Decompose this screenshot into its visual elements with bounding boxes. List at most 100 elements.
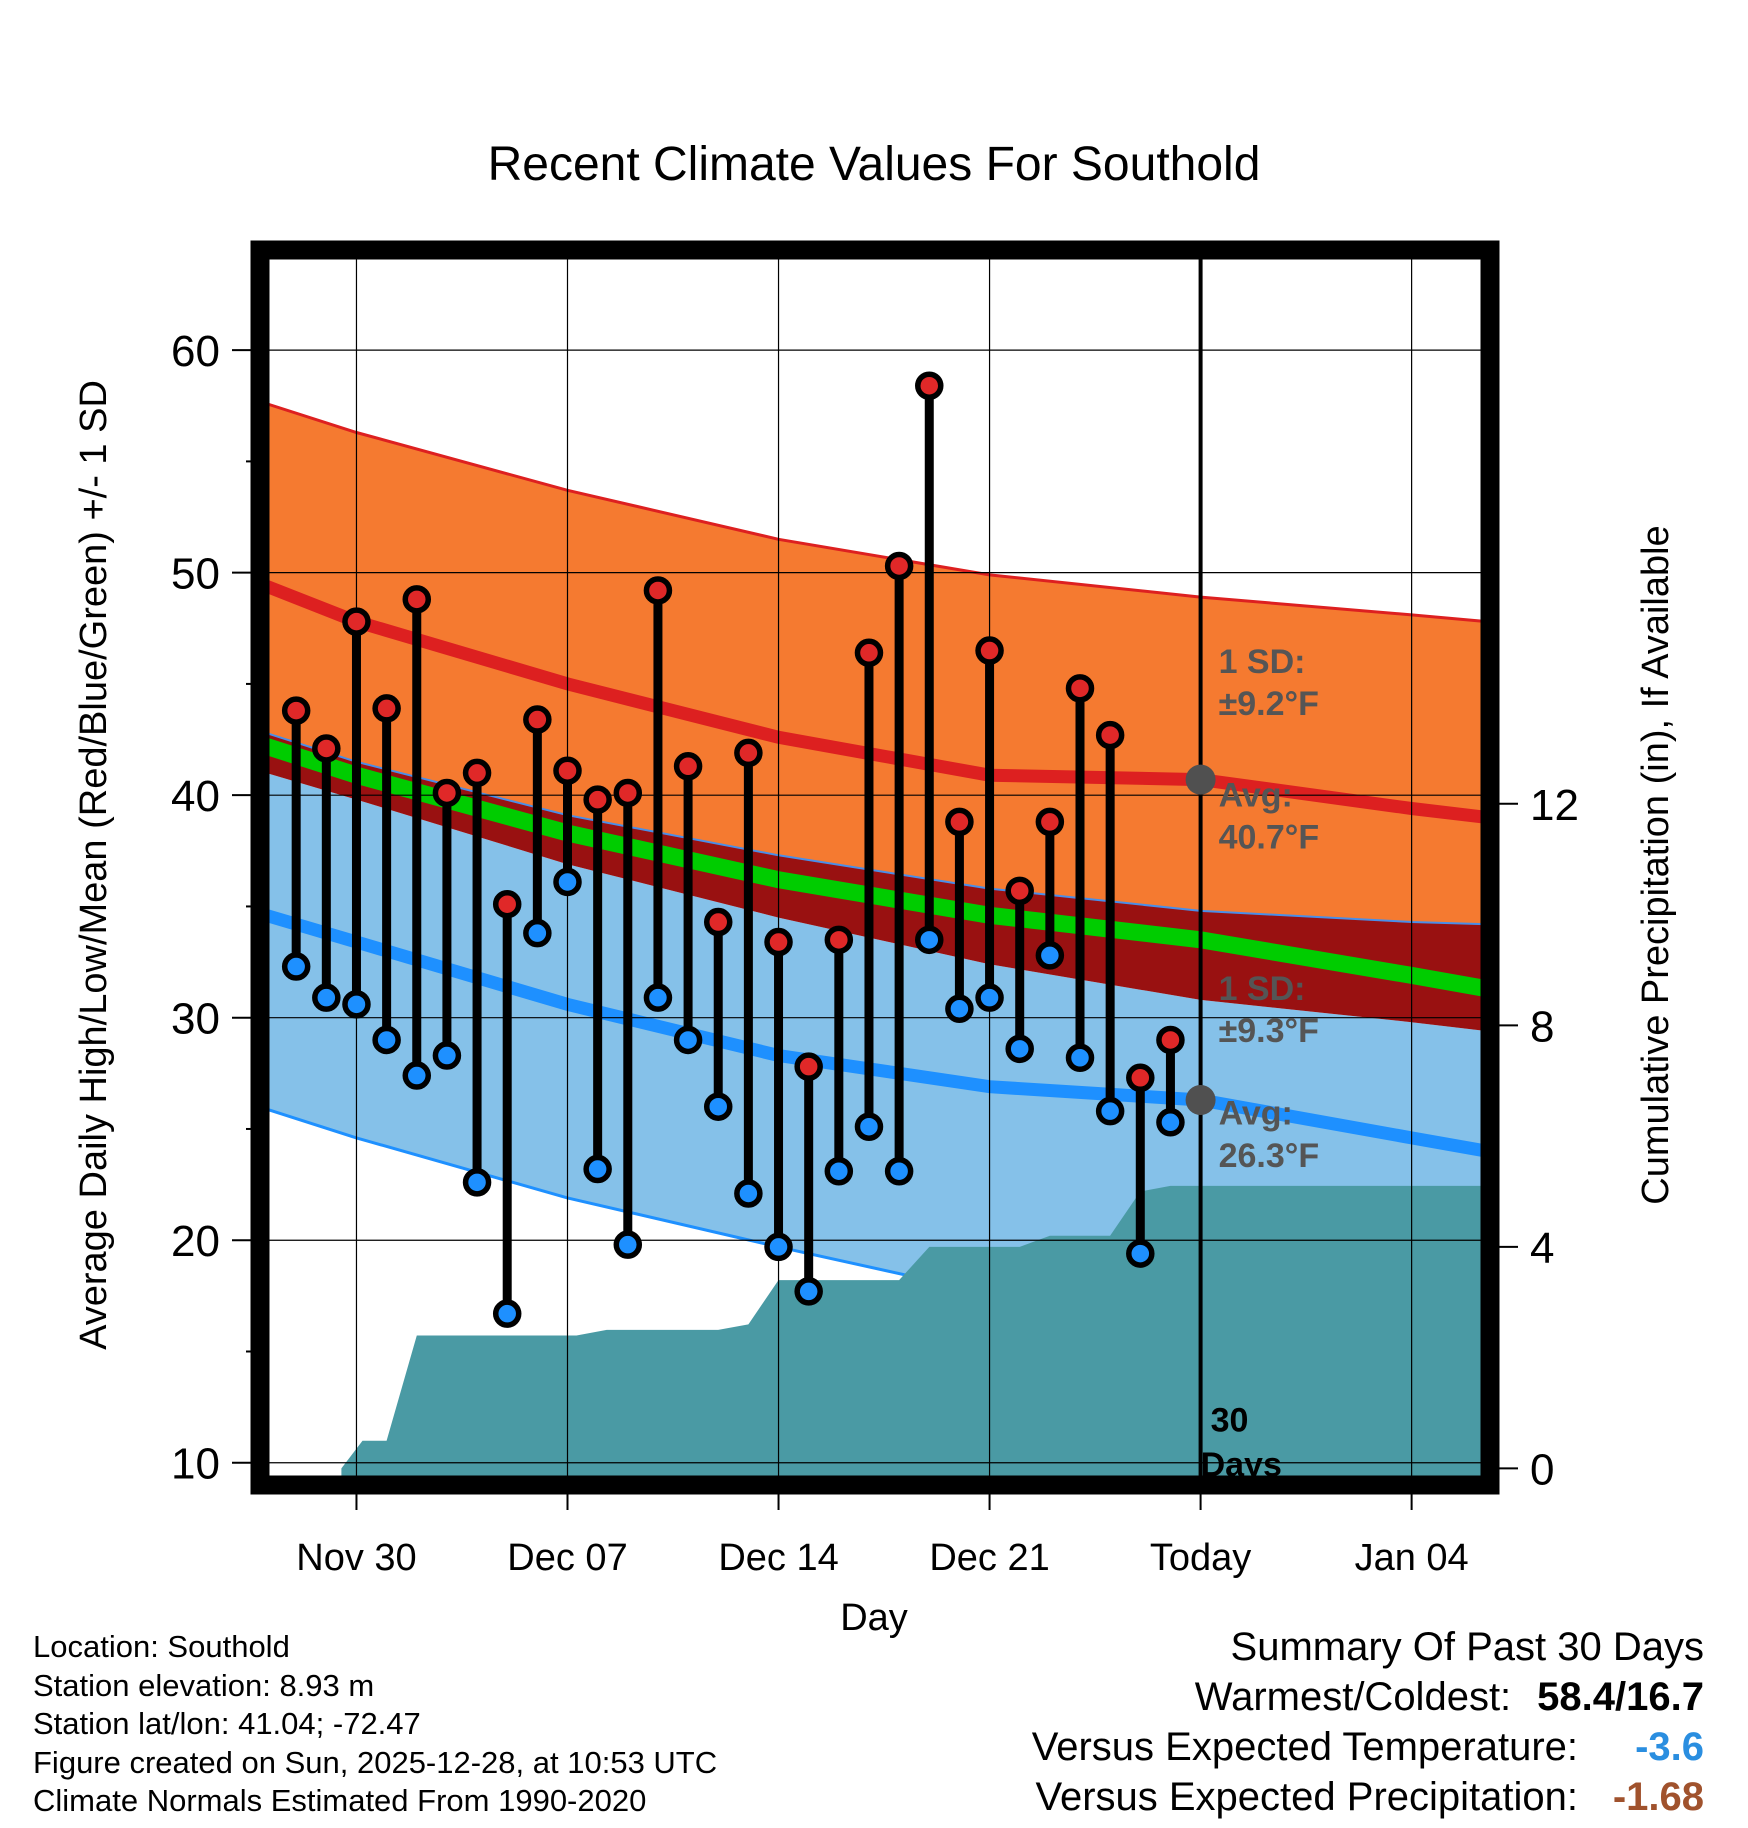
high-point-5: [432, 778, 462, 808]
low-point-0: [281, 952, 311, 981]
low-point-18: [824, 1156, 854, 1186]
low-point-2: [342, 990, 371, 1019]
high-point-6: [462, 758, 492, 788]
low-point-10: [583, 1154, 612, 1184]
high-point-3: [372, 694, 401, 723]
high-avg-label: Avg:: [1219, 776, 1293, 814]
right-tick-label-1: 4: [1530, 1224, 1554, 1273]
left-tick-label-3: 40: [171, 772, 220, 821]
left-tick-label-4: 50: [171, 550, 220, 599]
low-point-24: [1005, 1034, 1034, 1064]
low-sd-value: ±9.3°F: [1219, 1012, 1319, 1050]
high-point-29: [1156, 1025, 1185, 1055]
summary-panel: Summary Of Past 30 Days Warmest/Coldest:…: [1032, 1622, 1704, 1822]
high-avg-line: [263, 579, 1488, 824]
left-tick-label-2: 30: [171, 995, 220, 1044]
high-point-10: [583, 785, 612, 814]
low-point-20: [884, 1156, 914, 1186]
low-point-3: [372, 1025, 401, 1055]
temp-label: Versus Expected Temperature:: [1031, 1725, 1578, 1769]
precip-label: Versus Expected Precipitation:: [1035, 1775, 1578, 1819]
high-point-25: [1035, 807, 1065, 837]
high-point-8: [523, 705, 552, 734]
left-tick-label-5: 60: [171, 327, 220, 376]
created-text: Figure created on Sun, 2025-12-28, at 10…: [33, 1744, 718, 1780]
summary-heading: Summary Of Past 30 Days: [1230, 1625, 1704, 1669]
high-point-0: [281, 696, 311, 725]
high-point-2: [342, 607, 371, 636]
high-point-27: [1095, 720, 1125, 750]
high-point-13: [673, 752, 703, 781]
warm-cold-label: Warmest/Coldest:: [1194, 1675, 1512, 1719]
high-point-21: [915, 371, 944, 400]
low-point-21: [915, 925, 944, 955]
low-point-14: [703, 1092, 733, 1121]
low-avg-marker: [1185, 1085, 1216, 1116]
high-sd-value: ±9.2°F: [1219, 685, 1319, 723]
x-tick-label-0: Nov 30: [296, 1537, 416, 1579]
high-point-15: [734, 738, 763, 768]
low-point-9: [553, 867, 582, 897]
high-point-18: [824, 925, 854, 955]
x-tick-label-4: Today: [1150, 1537, 1251, 1579]
low-point-5: [432, 1041, 462, 1070]
station-info: Location: Southold Station elevation: 8.…: [33, 1628, 717, 1821]
high-point-17: [794, 1052, 823, 1081]
low-point-19: [854, 1112, 884, 1141]
location-text: Location: Southold: [33, 1629, 290, 1664]
overlap-band: [266, 732, 1487, 1032]
low-point-13: [673, 1025, 703, 1055]
low-point-15: [734, 1179, 763, 1208]
high-point-1: [312, 734, 341, 763]
high-point-24: [1005, 876, 1034, 906]
warm-cold-value: 58.4/16.7: [1537, 1675, 1704, 1719]
low-point-22: [945, 994, 974, 1024]
latlon-text: Station lat/lon: 41.04; -72.47: [33, 1706, 421, 1741]
x-tick-label-3: Dec 21: [929, 1537, 1049, 1579]
high-avg-value: 40.7°F: [1219, 819, 1320, 857]
summary-warm-cold: Warmest/Coldest: 58.4/16.7: [1032, 1672, 1704, 1722]
low-point-12: [643, 983, 673, 1012]
plot-frame: [250, 240, 1500, 1495]
low-point-17: [794, 1277, 823, 1306]
high-plus-sd-line: [265, 402, 1488, 624]
low-point-11: [613, 1230, 643, 1259]
high-point-19: [854, 638, 884, 668]
y-axis-label-right: Cumulative Precipitation (in), If Availa…: [1635, 525, 1677, 1204]
left-tick-label-0: 10: [171, 1440, 220, 1489]
low-point-16: [764, 1232, 793, 1262]
high-point-26: [1065, 674, 1095, 703]
high-point-11: [613, 778, 643, 808]
high-point-4: [402, 585, 432, 614]
normals-text: Climate Normals Estimated From 1990-2020: [33, 1783, 647, 1818]
high-point-9: [553, 756, 582, 785]
right-tick-label-3: 12: [1530, 781, 1579, 830]
x-tick-label-5: Jan 04: [1355, 1537, 1469, 1579]
high-avg-marker: [1185, 764, 1216, 795]
precip-value: -1.68: [1612, 1775, 1704, 1819]
high-point-28: [1126, 1063, 1155, 1093]
low-avg-line: [264, 909, 1489, 1158]
precip-area: [341, 1185, 1490, 1485]
low-point-29: [1156, 1108, 1185, 1137]
right-tick-label-2: 8: [1530, 1002, 1554, 1051]
low-point-1: [312, 983, 341, 1012]
low-point-4: [402, 1061, 432, 1090]
left-tick-label-1: 20: [171, 1217, 220, 1266]
high-point-14: [703, 907, 733, 937]
x-axis-label: Day: [840, 1597, 908, 1639]
high-point-23: [975, 636, 1004, 665]
low-point-25: [1035, 941, 1065, 970]
summary-precip: Versus Expected Precipitation: -1.68: [1032, 1772, 1704, 1822]
low-point-27: [1095, 1096, 1125, 1126]
high-point-7: [492, 889, 522, 919]
low-point-28: [1126, 1239, 1155, 1268]
low-point-8: [523, 918, 552, 948]
summary-temp: Versus Expected Temperature: -3.6: [1032, 1722, 1704, 1772]
chart-title: Recent Climate Values For Southold: [488, 138, 1261, 191]
high-minus-sd-line: [265, 731, 1488, 926]
high-sd-label: 1 SD:: [1219, 643, 1306, 681]
mean-avg-line: [263, 738, 1489, 998]
high-point-12: [643, 576, 673, 605]
